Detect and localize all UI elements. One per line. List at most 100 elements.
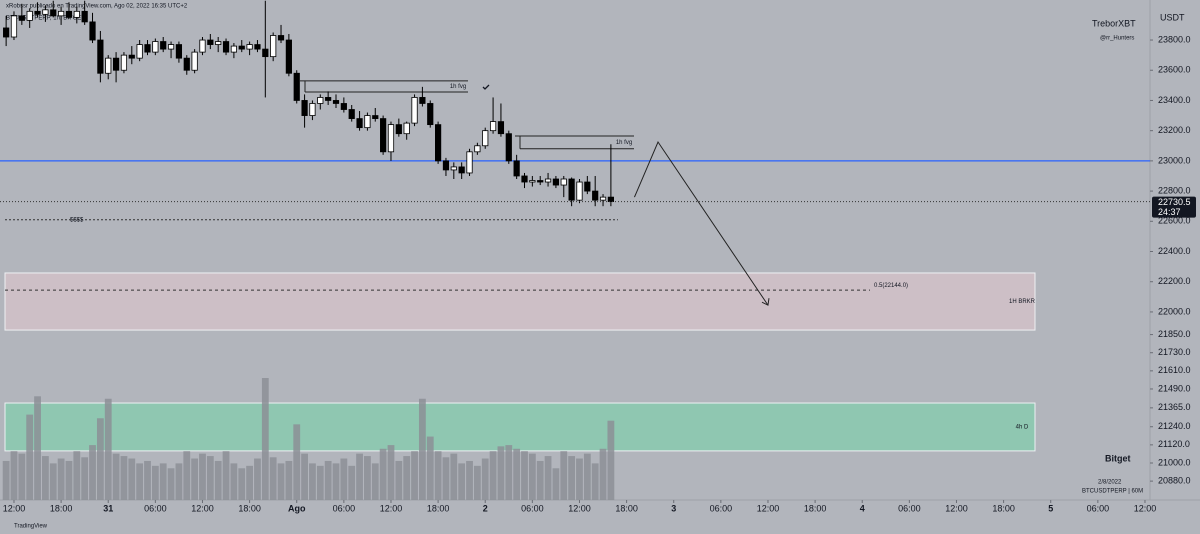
candle-body <box>317 97 324 104</box>
candle-body <box>262 48 269 58</box>
volume-bar <box>73 451 81 500</box>
y-tick-label: 21610.0 <box>1158 365 1191 375</box>
candle-body <box>293 72 300 101</box>
candle-body <box>505 133 512 162</box>
candle-body <box>277 35 285 41</box>
volume-bar <box>505 445 513 500</box>
candle-body <box>403 122 410 135</box>
fvg-label: 1h fvg <box>616 140 632 146</box>
volume-bar <box>536 460 544 500</box>
candle-body <box>576 181 583 201</box>
candle-body <box>136 44 143 59</box>
volume-bar <box>544 456 552 500</box>
volume-bar <box>466 460 473 500</box>
publisher: xRobssr publicado en TradingView.com, Ag… <box>6 4 188 10</box>
candle-body <box>81 10 88 23</box>
volume-bar <box>261 378 269 500</box>
volume-bar <box>89 445 96 500</box>
candle-body <box>521 175 528 183</box>
volume-bar <box>364 456 371 500</box>
candle-body <box>309 103 316 116</box>
last-price-label: 22730.5 <box>1158 197 1191 207</box>
volume-bar <box>324 460 332 500</box>
volume-bar <box>96 418 104 500</box>
candle-body <box>128 54 135 59</box>
x-tick-label: 3 <box>671 503 676 513</box>
candle-body <box>474 145 481 153</box>
candle-body <box>18 15 25 21</box>
candle-body <box>599 196 607 201</box>
volume-bar <box>159 463 167 500</box>
volume-bar <box>214 460 222 500</box>
volume-bar <box>481 458 489 500</box>
y-tick-label: 21365.0 <box>1158 402 1191 412</box>
y-tick-label: 23600.0 <box>1158 65 1191 75</box>
volume-bar <box>246 465 254 500</box>
volume-bar <box>599 448 607 500</box>
volume-bar <box>528 453 536 500</box>
x-tick-label: 12:00 <box>1134 503 1157 513</box>
candle-body <box>65 10 73 18</box>
candle-body <box>73 10 80 18</box>
candle-body <box>427 103 434 126</box>
x-tick-label: 5 <box>1048 503 1053 513</box>
candle-body <box>3 27 10 38</box>
y-tick-label: 23400.0 <box>1158 95 1191 105</box>
volume-bar <box>41 456 49 500</box>
volume-bar <box>442 457 450 500</box>
volume-bar <box>403 456 411 500</box>
candle-body <box>42 9 49 15</box>
volume-bar <box>371 463 379 500</box>
y-tick-label: 21850.0 <box>1158 329 1191 339</box>
watermark-symbol: BTCUSDTPERP | 60M <box>1082 489 1143 495</box>
candle-body <box>175 44 183 59</box>
x-tick-label: 12:00 <box>757 503 780 513</box>
candle-body <box>97 39 104 74</box>
watermark-exchange: Bitget <box>1105 453 1131 463</box>
candle-body <box>489 121 497 132</box>
volume-bar <box>576 458 583 500</box>
zone-mid-label: 0.5(22144.0) <box>874 283 908 289</box>
candle-body <box>160 41 167 50</box>
candle-body <box>50 9 57 17</box>
x-tick-label: 18:00 <box>50 503 73 513</box>
volume-bar <box>332 463 340 500</box>
candle-body <box>26 10 33 21</box>
candle-body <box>199 39 206 53</box>
volume-bar <box>128 458 136 500</box>
volume-bar <box>57 458 65 500</box>
liquidity-label: $$$$ <box>70 217 84 223</box>
candle-body <box>254 44 261 50</box>
zone-label: 4h D <box>1016 425 1029 431</box>
volume-bar <box>387 445 395 500</box>
candle-body <box>482 130 489 147</box>
volume-bar <box>65 460 73 500</box>
volume-bar <box>277 463 285 500</box>
last-price-tag <box>1152 196 1196 218</box>
candle-body <box>332 100 340 104</box>
x-tick-label: 06:00 <box>521 503 544 513</box>
y-tick-label: 22600.0 <box>1158 216 1191 226</box>
candle-body <box>450 166 457 171</box>
volume-bar <box>607 420 615 500</box>
y-tick-label: 22000.0 <box>1158 306 1191 316</box>
y-tick-label: 21120.0 <box>1158 439 1190 449</box>
fvg-label: 1h fvg <box>450 84 466 90</box>
volume-bar <box>411 451 418 500</box>
y-tick-label: 23800.0 <box>1158 34 1191 44</box>
y-tick-label: 22400.0 <box>1158 246 1191 256</box>
candle-body <box>537 180 544 183</box>
volume-bar <box>309 463 316 500</box>
candle-body <box>356 118 363 129</box>
x-tick-label: 12:00 <box>191 503 214 513</box>
candle-body <box>419 97 426 104</box>
candle-body <box>513 160 520 177</box>
x-tick-label: 2 <box>483 503 488 513</box>
candle-body <box>568 178 575 201</box>
volume-bar <box>238 468 246 500</box>
x-tick-label: 18:00 <box>615 503 638 513</box>
volume-bar <box>34 396 41 500</box>
volume-bar <box>104 398 112 500</box>
candle-body <box>89 21 96 41</box>
